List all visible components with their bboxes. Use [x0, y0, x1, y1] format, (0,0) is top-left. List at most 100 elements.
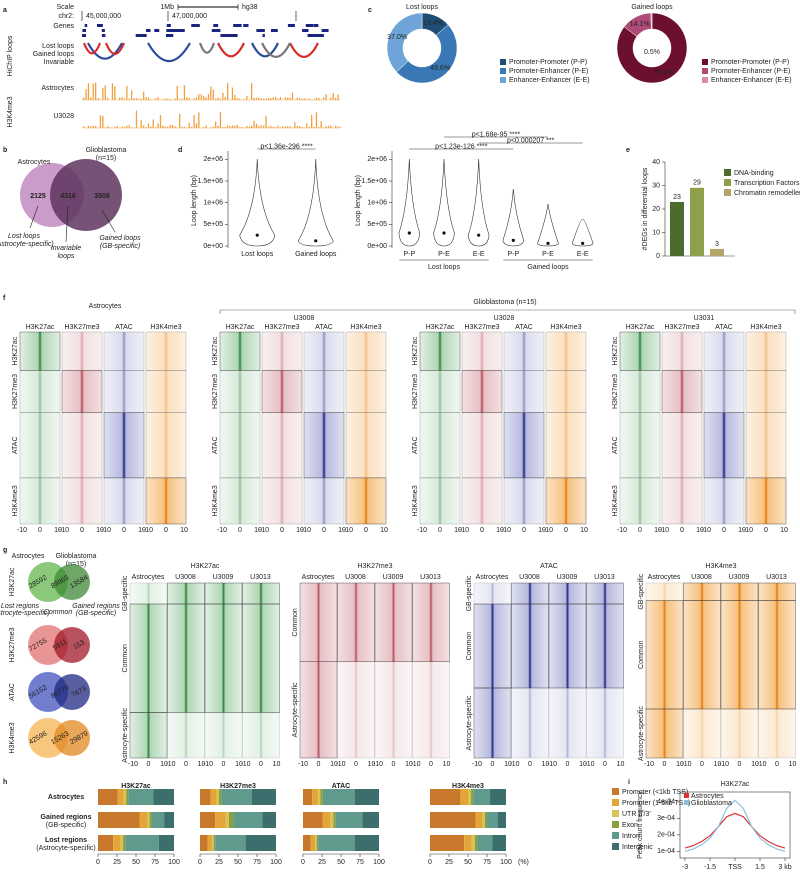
y-tick-label: 1e+06 — [203, 200, 223, 207]
track-signal — [231, 125, 234, 128]
loop-arc — [82, 42, 102, 55]
track-signal — [140, 98, 142, 100]
label: Common — [44, 609, 73, 616]
row-label: ATAC — [612, 436, 619, 454]
track-signal — [219, 111, 222, 128]
bar-segment — [487, 812, 498, 828]
track-signal — [258, 97, 260, 100]
x-tick-label: 0 — [38, 527, 42, 534]
heatmap-block — [619, 370, 661, 413]
track-signal — [227, 125, 229, 128]
track-signal — [188, 122, 190, 128]
heatmap-block — [345, 412, 387, 479]
heatmap-block — [545, 331, 587, 371]
track-signal — [212, 89, 214, 100]
track-signal — [236, 125, 238, 128]
track-signal — [318, 127, 320, 128]
track-signal — [299, 126, 301, 128]
row-label: H3K27ac — [412, 336, 419, 365]
track-signal — [155, 98, 157, 100]
gene — [101, 29, 105, 32]
x-tick-label: 10 — [780, 527, 788, 534]
x-tick-label: -10 — [410, 761, 420, 768]
track-signal — [337, 126, 339, 128]
x-tick-label: 100 — [500, 859, 512, 866]
x-tick-label: P-P — [507, 251, 519, 258]
track-signal — [323, 97, 325, 100]
y-tick-label: 3e-04 — [657, 815, 675, 822]
heatmap-block — [745, 477, 787, 525]
gene — [313, 24, 319, 27]
bar-segment — [320, 789, 323, 805]
heatmap-block — [619, 331, 661, 371]
bar-segment — [151, 812, 165, 828]
heatmap-block — [619, 412, 661, 479]
row-label: H3K4me3 — [212, 485, 219, 516]
x-tick-label: -10 — [59, 527, 69, 534]
heatmap-block — [720, 708, 759, 759]
x-tick-label: 0 — [259, 761, 263, 768]
track-signal — [159, 99, 162, 100]
track-signal — [167, 126, 169, 128]
heatmap-block — [548, 687, 587, 759]
x-tick-label: 0 — [428, 859, 432, 866]
gene — [302, 29, 309, 32]
track-signal — [301, 98, 303, 100]
track-signal — [114, 126, 116, 128]
track-signal — [313, 126, 315, 128]
track-signal — [243, 99, 246, 100]
heatmap-block — [129, 603, 168, 713]
track-signal — [325, 94, 327, 100]
legend-label: Promoter-Promoter (P-P) — [711, 59, 789, 66]
gene — [270, 29, 278, 32]
track-signal — [279, 97, 282, 100]
track-signal — [152, 119, 154, 128]
track-signal — [248, 126, 250, 128]
heatmap-block — [261, 370, 303, 413]
heatmap-block — [703, 477, 745, 525]
track-signal — [87, 83, 90, 100]
heatmap-block — [661, 331, 703, 371]
track-signal — [83, 97, 85, 100]
label: hg38 — [242, 4, 258, 11]
heatmap-title: H3K4me3 — [705, 563, 736, 570]
track-signal — [210, 86, 212, 100]
track-signal — [104, 127, 106, 128]
legend-swatch — [702, 77, 708, 83]
gene — [213, 24, 219, 27]
track-signal — [337, 94, 339, 100]
x-tick-label: 10 — [696, 527, 704, 534]
label: (n=15) — [96, 155, 116, 162]
track-signal — [277, 98, 279, 100]
label: Lost loops — [42, 43, 74, 50]
track-signal — [102, 115, 104, 128]
heatmap-block — [661, 412, 703, 479]
heatmap-block — [419, 412, 461, 479]
venn-circle — [54, 720, 90, 756]
heatmap-block — [745, 370, 787, 413]
legend-swatch — [684, 800, 689, 805]
x-tick-label: 10 — [542, 761, 550, 768]
axis-title: Loop length (bp) — [191, 175, 198, 226]
venn-circle — [54, 674, 90, 710]
panel-title: H3K27ac — [121, 783, 151, 790]
gene — [96, 24, 103, 27]
x-tick-label: 10 — [738, 527, 746, 534]
track-signal — [104, 85, 106, 100]
median-point — [442, 231, 446, 235]
y-tick-label: 2e-04 — [657, 832, 675, 839]
y-tick-label: 1e+06 — [367, 200, 387, 207]
track-signal — [207, 94, 210, 100]
track-signal — [260, 98, 262, 100]
track-signal — [267, 97, 270, 100]
heatmap-block — [419, 331, 461, 371]
x-tick-label: -1.5 — [704, 864, 716, 871]
label: Lost regions — [1, 603, 40, 610]
gene — [191, 24, 200, 27]
track-signal — [107, 97, 109, 100]
track-signal — [323, 127, 325, 128]
heatmap-block — [261, 412, 303, 479]
track-signal — [95, 82, 97, 100]
category-label: Astrocytes — [48, 794, 84, 801]
heatmap-block — [503, 370, 545, 413]
